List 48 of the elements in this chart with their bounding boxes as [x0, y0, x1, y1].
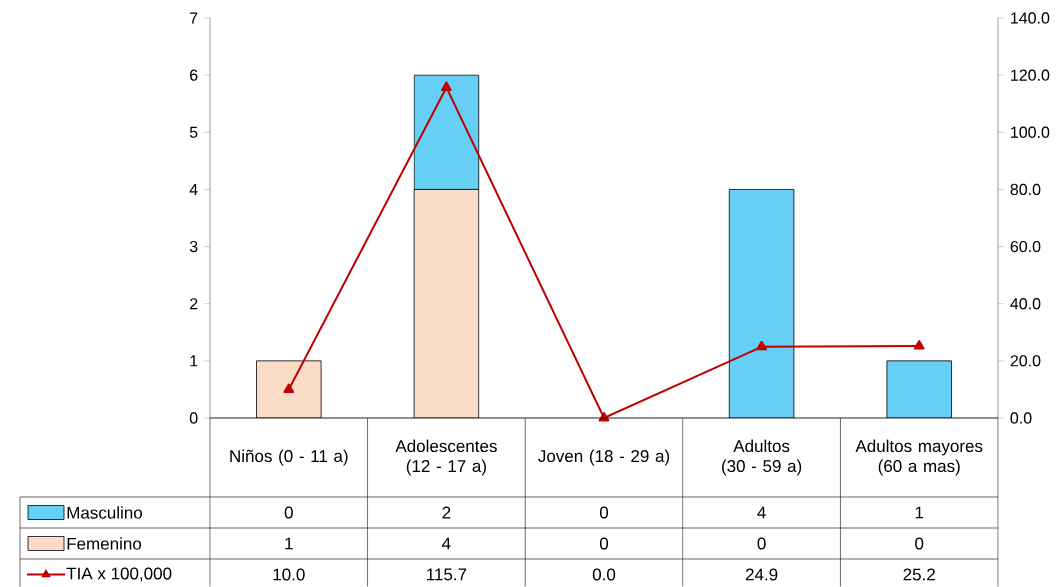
bar	[728, 189, 795, 418]
y-tick-label: 4	[189, 183, 198, 195]
data-label: 0	[757, 537, 766, 550]
legend-label: TIA x 100,000	[66, 567, 172, 582]
data-label: 115.7	[427, 568, 467, 581]
y2-tick-label: 0.0	[1010, 412, 1032, 424]
y2-tick-label: 20.0	[1010, 355, 1041, 367]
x-tick-label: Niños (0 - 11 a)	[230, 449, 348, 466]
y2-tick-label: 40.0	[1010, 298, 1041, 310]
data-label: 4	[757, 506, 766, 519]
x-tick-label: Adultos (30 - 59 a)	[722, 439, 802, 476]
x-tick-label: Adolescentes (12 - 17 a)	[395, 439, 497, 476]
y-tick-label: 6	[190, 69, 198, 81]
data-label: 0	[284, 506, 293, 519]
y-tick-label: 0	[189, 412, 198, 424]
data-label: 10.0	[273, 568, 305, 581]
bar	[256, 360, 322, 418]
y-tick-label: 2	[190, 298, 198, 310]
y2-tick-label: 100.0	[1011, 126, 1050, 138]
data-label: 1	[285, 537, 293, 550]
data-label: 0	[599, 537, 609, 550]
x-tick-label: Adultos mayores (60 a mas)	[855, 439, 983, 476]
y2-tick-label: 60.0	[1010, 240, 1041, 253]
y2-tick-label: 140.0	[1011, 12, 1050, 24]
legend-label: Femenino	[67, 537, 142, 550]
data-label: 0	[599, 506, 609, 519]
data-label: 0	[915, 537, 924, 550]
point	[756, 340, 767, 351]
data-label: 1	[915, 506, 924, 519]
point	[441, 81, 452, 91]
point	[913, 340, 925, 350]
y-tick-label: 7	[190, 12, 198, 24]
y-tick-label: 1	[190, 355, 198, 367]
x-tick-label: Joven (18 - 29 a)	[538, 449, 670, 466]
data-label: 0.0	[592, 568, 616, 581]
y2-tick-label: 80.0	[1010, 183, 1041, 196]
bar	[413, 189, 480, 418]
bar	[413, 74, 480, 190]
bar	[886, 360, 952, 418]
data-label: 24.9	[745, 568, 778, 581]
legend-label: Masculino	[67, 506, 143, 519]
data-label: 4	[442, 537, 451, 550]
y2-tick-label: 120.0	[1011, 69, 1050, 81]
y-tick-label: 3	[189, 240, 198, 253]
point	[283, 383, 295, 393]
y-tick-label: 5	[189, 126, 198, 138]
data-label: 2	[442, 506, 451, 519]
data-label: 25.2	[903, 568, 935, 581]
